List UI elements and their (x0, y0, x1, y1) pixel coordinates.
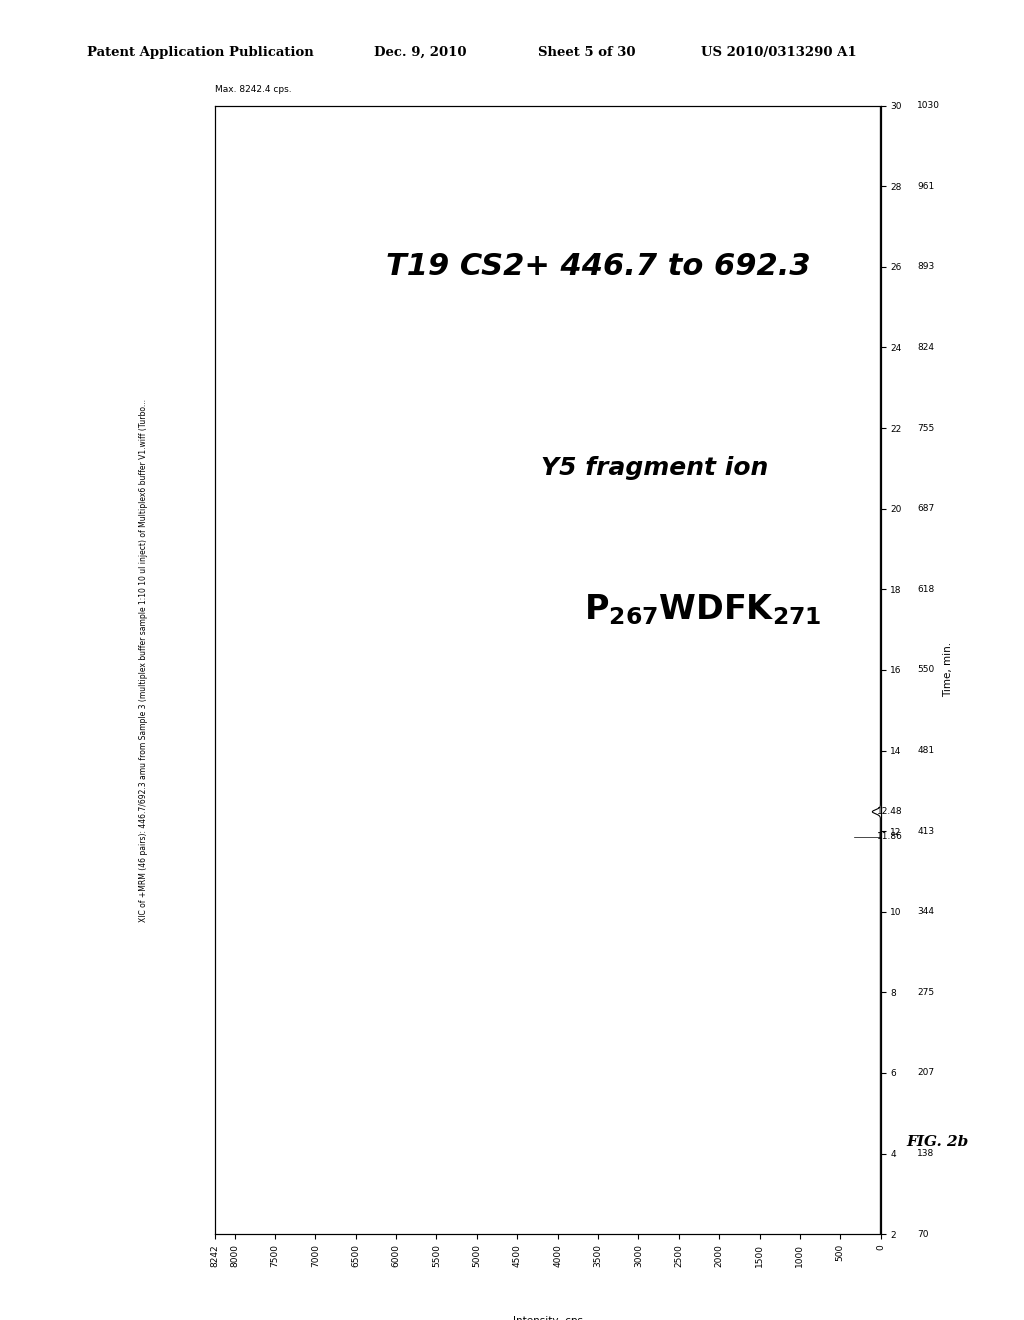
Text: 755: 755 (918, 424, 935, 433)
Text: Max. 8242.4 cps.: Max. 8242.4 cps. (215, 84, 292, 94)
Text: 687: 687 (918, 504, 935, 513)
Text: 618: 618 (918, 585, 935, 594)
Text: 207: 207 (918, 1068, 934, 1077)
Text: 413: 413 (918, 826, 934, 836)
Text: $\mathbf{P_{267}WDFK_{271}}$: $\mathbf{P_{267}WDFK_{271}}$ (585, 593, 821, 627)
Text: Y5 fragment ion: Y5 fragment ion (541, 457, 768, 480)
Text: 961: 961 (918, 182, 935, 190)
Text: 824: 824 (918, 343, 934, 352)
Y-axis label: Time, min.: Time, min. (943, 643, 953, 697)
Text: 11.86: 11.86 (877, 833, 902, 841)
Text: 138: 138 (918, 1150, 935, 1158)
X-axis label: Intensity, cps: Intensity, cps (513, 1316, 583, 1320)
Text: 344: 344 (918, 907, 934, 916)
Text: 550: 550 (918, 665, 935, 675)
Text: T19 CS2+ 446.7 to 692.3: T19 CS2+ 446.7 to 692.3 (386, 252, 810, 281)
Text: XIC of +MRM (46 pairs): 446.7/692.3 amu from Sample 3 (multiplex buffer sample 1: XIC of +MRM (46 pairs): 446.7/692.3 amu … (139, 399, 147, 921)
Text: 893: 893 (918, 263, 935, 272)
Text: US 2010/0313290 A1: US 2010/0313290 A1 (701, 46, 857, 59)
Text: 275: 275 (918, 987, 934, 997)
Text: Dec. 9, 2010: Dec. 9, 2010 (374, 46, 466, 59)
Text: 1030: 1030 (918, 102, 940, 110)
Text: Sheet 5 of 30: Sheet 5 of 30 (538, 46, 635, 59)
Text: FIG. 2b: FIG. 2b (906, 1135, 969, 1150)
Text: 70: 70 (918, 1230, 929, 1238)
Text: 12.48: 12.48 (877, 808, 902, 816)
Text: 481: 481 (918, 746, 934, 755)
Text: Patent Application Publication: Patent Application Publication (87, 46, 313, 59)
